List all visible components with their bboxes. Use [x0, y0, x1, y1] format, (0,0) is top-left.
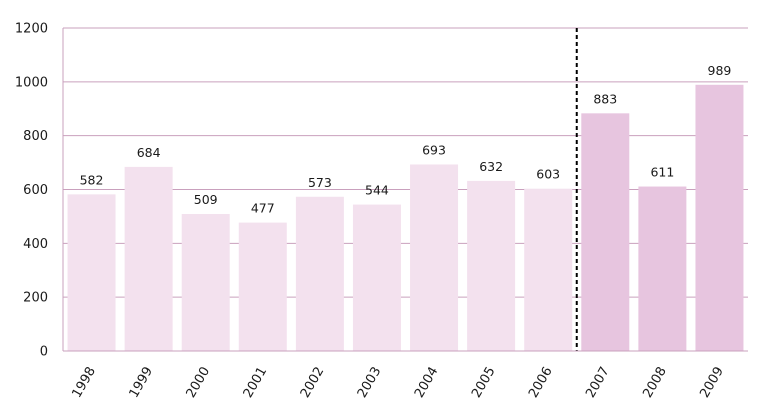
bar-2009: [695, 84, 744, 352]
x-tick-label-2007: 2007: [583, 365, 613, 401]
y-tick-label-400: 400: [23, 237, 48, 252]
bar-2008: [638, 186, 687, 351]
x-tick-label-2008: 2008: [640, 365, 670, 401]
data-label-2006: 603: [536, 167, 560, 182]
data-label-2001: 477: [251, 201, 275, 216]
data-label-2008: 611: [650, 165, 674, 180]
x-tick-label-2003: 2003: [355, 365, 385, 401]
x-tick-label-2004: 2004: [412, 365, 442, 401]
bar-2006: [524, 188, 573, 351]
data-label-2005: 632: [479, 159, 503, 174]
bar-2003: [352, 204, 401, 351]
data-labels: 582 684 509 477 573 544 693 632 603 883 611 989: [80, 63, 732, 216]
y-tick-label-200: 200: [23, 291, 48, 306]
data-label-2009: 989: [708, 63, 732, 78]
bar-2002: [295, 196, 344, 351]
x-tick-label-2001: 2001: [241, 365, 271, 401]
y-tick-label-1000: 1000: [15, 75, 48, 90]
bar-1998: [67, 194, 116, 351]
y-tick-label-600: 600: [23, 183, 48, 198]
x-tick-label-2000: 2000: [184, 365, 214, 401]
data-label-2000: 509: [194, 192, 218, 207]
x-tick-label-2006: 2006: [526, 365, 556, 401]
y-tick-label-1200: 1200: [15, 22, 48, 37]
y-tick-label-0: 0: [40, 345, 48, 360]
bar-2005: [467, 180, 516, 351]
bar-2004: [410, 164, 459, 351]
x-tick-label-1999: 1999: [127, 365, 157, 401]
y-tick-label-800: 800: [23, 129, 48, 144]
bar-1999: [124, 166, 173, 351]
data-label-2004: 693: [422, 142, 446, 157]
x-tick-label-2002: 2002: [298, 365, 328, 401]
data-label-1998: 582: [80, 172, 104, 187]
bar-2007: [581, 113, 630, 351]
bars: [67, 84, 744, 352]
gridlines: [63, 27, 748, 298]
data-label-1999: 684: [137, 145, 161, 160]
bar-2001: [238, 222, 287, 351]
x-tick-label-2009: 2009: [697, 365, 727, 401]
data-label-2007: 883: [593, 91, 617, 106]
data-label-2002: 573: [308, 175, 332, 190]
bar-2000: [181, 213, 230, 351]
x-tick-label-2005: 2005: [469, 365, 499, 401]
data-label-2003: 544: [365, 183, 389, 198]
x-tick-label-1998: 1998: [69, 365, 99, 401]
